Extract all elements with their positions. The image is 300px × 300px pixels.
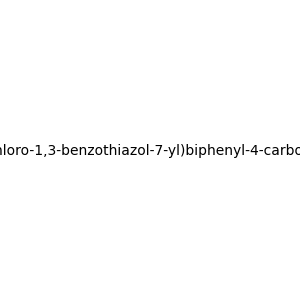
Text: N-(4-chloro-1,3-benzothiazol-7-yl)biphenyl-4-carboxamide: N-(4-chloro-1,3-benzothiazol-7-yl)biphen…: [0, 145, 300, 158]
